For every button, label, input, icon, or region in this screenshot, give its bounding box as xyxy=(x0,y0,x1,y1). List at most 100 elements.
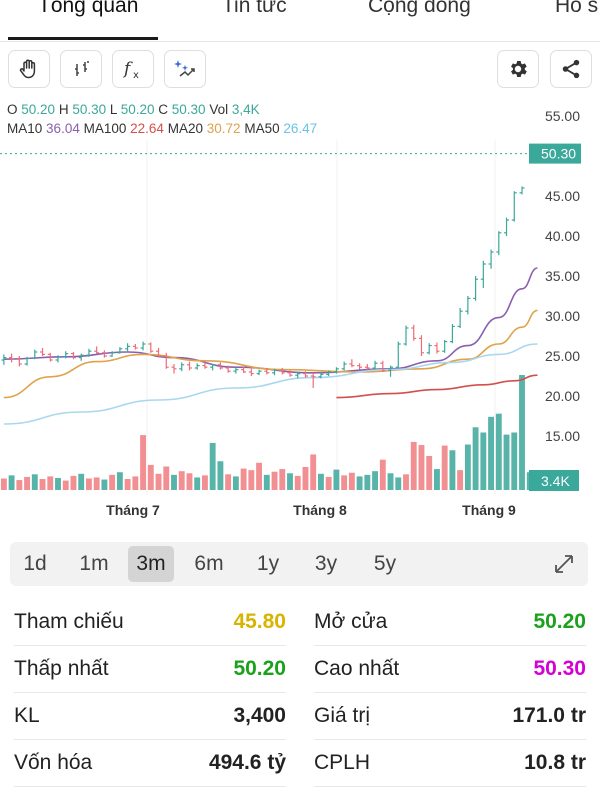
volume-bar xyxy=(147,464,154,490)
volume-bar xyxy=(449,450,456,490)
volume-bar xyxy=(70,475,77,490)
stat-label: Giá trị xyxy=(314,704,371,727)
volume-bar xyxy=(294,475,301,490)
expand-icon xyxy=(550,555,578,582)
y-tick-label: 45.00 xyxy=(545,188,580,204)
ma10-label: MA10 xyxy=(7,121,43,136)
stat-value: 50.30 xyxy=(533,657,586,680)
hand-icon xyxy=(17,57,41,81)
volume-bar xyxy=(225,474,232,490)
volume-bar xyxy=(24,476,31,490)
volume-bar xyxy=(379,459,386,490)
stat-volume: KL 3,400 xyxy=(14,694,286,740)
period-6m[interactable]: 6m xyxy=(194,552,224,575)
y-tick-label: 25.00 xyxy=(545,348,580,364)
volume-bar xyxy=(248,470,255,490)
ma50-value: 26.47 xyxy=(283,121,318,136)
tab-news[interactable]: Tin tức xyxy=(222,0,287,17)
stat-label: Cao nhất xyxy=(314,657,400,680)
volume-bar xyxy=(263,474,270,490)
volume-bar xyxy=(78,473,85,490)
volume-bar xyxy=(132,476,139,490)
tab-profile[interactable]: Hồ s xyxy=(555,0,599,17)
ma-line-ma20 xyxy=(3,309,538,399)
svg-text:x: x xyxy=(133,70,139,81)
volume-bar xyxy=(116,472,123,490)
y-tick-label: 35.00 xyxy=(545,268,580,284)
close-value: 50.30 xyxy=(171,102,206,117)
settings-button[interactable] xyxy=(497,50,539,88)
volume-bar xyxy=(201,475,208,490)
tab-community[interactable]: Cộng đồng xyxy=(368,0,471,17)
indicator-icon xyxy=(69,57,93,81)
volume-bar xyxy=(163,466,170,490)
volume-bar xyxy=(140,435,147,490)
stat-label: Thấp nhất xyxy=(14,657,109,680)
open-label: O xyxy=(7,102,18,117)
last-price-badge xyxy=(529,143,581,164)
gear-icon xyxy=(507,58,529,80)
indicator-tool-button[interactable] xyxy=(60,50,102,88)
share-button[interactable] xyxy=(550,50,592,88)
stat-reference: Tham chiếu 45.80 xyxy=(14,600,286,646)
period-1d[interactable]: 1d xyxy=(23,552,47,575)
period-1m[interactable]: 1m xyxy=(79,552,109,575)
stat-value: 494.6 tỷ xyxy=(208,751,286,774)
hand-tool-button[interactable] xyxy=(8,50,50,88)
ma-line-ma10 xyxy=(3,267,538,374)
volume-bar xyxy=(480,432,487,490)
volume-bar xyxy=(124,479,131,490)
volume-bar xyxy=(372,471,379,490)
volume-bar xyxy=(31,474,38,490)
volume-bar xyxy=(503,434,510,490)
volume-bar xyxy=(488,416,495,490)
y-tick-label: 55.00 xyxy=(545,108,580,124)
ma20-label: MA20 xyxy=(167,121,203,136)
active-tab-indicator xyxy=(8,37,158,40)
low-value: 50.20 xyxy=(120,102,155,117)
period-1y[interactable]: 1y xyxy=(256,552,280,575)
stat-high: Cao nhất 50.30 xyxy=(314,647,586,693)
stats-row-4: Vốn hóa 494.6 tỷ CPLH 10.8 tr xyxy=(0,741,600,788)
volume-bar xyxy=(93,477,100,490)
ma100-label: MA100 xyxy=(83,121,127,136)
volume-bar xyxy=(217,461,224,490)
close-label: C xyxy=(158,102,169,117)
volume-bar xyxy=(209,442,216,490)
volume-bar xyxy=(457,470,464,490)
magic-icon xyxy=(172,56,198,82)
volume-bar xyxy=(472,427,479,490)
x-tick-label: Tháng 8 xyxy=(293,502,347,518)
volume-bar xyxy=(55,477,61,490)
ma-line-ma100 xyxy=(336,374,538,399)
fullscreen-button[interactable] xyxy=(550,550,578,578)
last-price-value: 50.30 xyxy=(541,146,576,162)
stat-label: Vốn hóa xyxy=(14,751,93,774)
x-tick-label: Tháng 9 xyxy=(462,502,516,518)
volume-bar xyxy=(62,480,69,490)
volume-bar xyxy=(101,479,108,490)
volume-bar xyxy=(464,444,471,490)
y-tick-label: 40.00 xyxy=(545,228,580,244)
stat-shares-outstanding: CPLH 10.8 tr xyxy=(314,741,586,787)
price-chart[interactable]: 55.00 45.00 40.00 35.00 30.00 25.00 20.00 15.00… xyxy=(0,100,600,530)
magic-tool-button[interactable] xyxy=(164,50,206,88)
period-3m[interactable]: 3m xyxy=(128,546,174,582)
ma50-label: MA50 xyxy=(244,121,280,136)
period-3y[interactable]: 3y xyxy=(314,552,338,575)
stat-label: CPLH xyxy=(314,751,371,774)
y-tick-label: 20.00 xyxy=(545,388,580,404)
volume-bar xyxy=(256,462,263,490)
y-tick-label: 30.00 xyxy=(545,308,580,324)
tab-overview[interactable]: Tổng quan xyxy=(38,0,139,17)
volume-bar xyxy=(155,473,162,490)
volume-bar xyxy=(364,474,371,490)
stat-value: 3,400 xyxy=(233,704,286,727)
share-icon xyxy=(560,58,582,80)
stat-label: Mở cửa xyxy=(314,610,388,633)
ma-line-ma50 xyxy=(3,343,538,425)
period-5y[interactable]: 5y xyxy=(373,552,397,575)
volume-bar xyxy=(171,474,177,490)
